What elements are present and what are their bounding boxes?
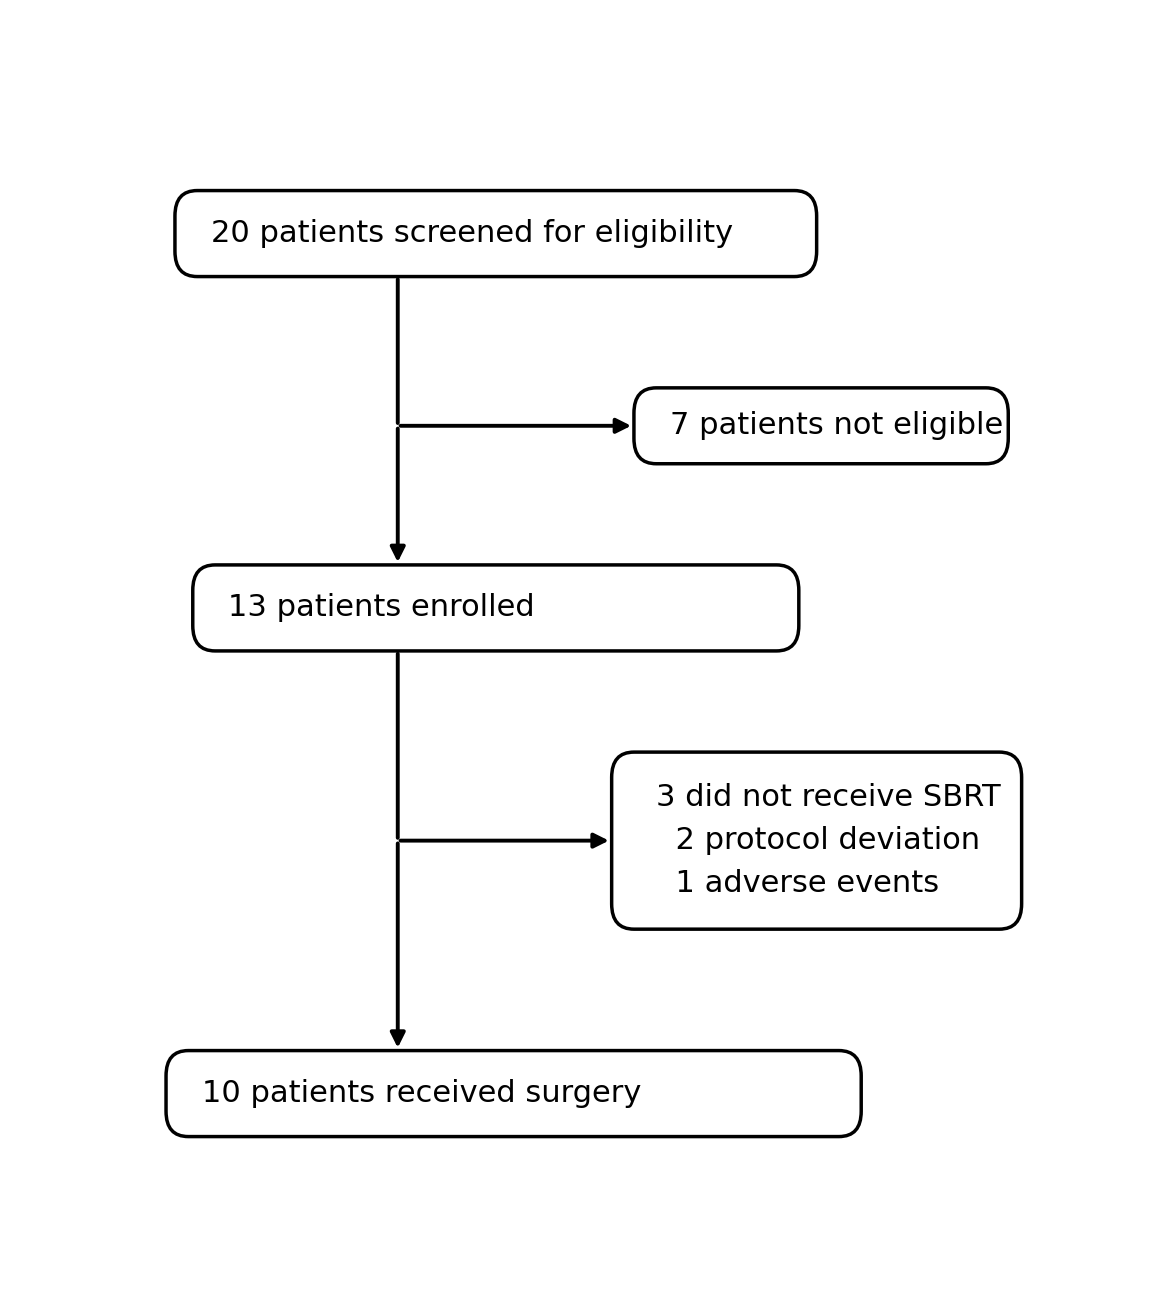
FancyBboxPatch shape (166, 1051, 861, 1137)
Text: 3 did not receive SBRT
  2 protocol deviation
  1 adverse events: 3 did not receive SBRT 2 protocol deviat… (657, 783, 1000, 897)
FancyBboxPatch shape (612, 752, 1021, 929)
Text: 20 patients screened for eligibility: 20 patients screened for eligibility (210, 219, 733, 248)
FancyBboxPatch shape (175, 191, 816, 276)
Text: 10 patients received surgery: 10 patients received surgery (201, 1079, 641, 1108)
Text: 13 patients enrolled: 13 patients enrolled (229, 594, 535, 623)
Text: 7 patients not eligible: 7 patients not eligible (669, 411, 1003, 440)
FancyBboxPatch shape (193, 565, 799, 650)
FancyBboxPatch shape (634, 388, 1009, 464)
